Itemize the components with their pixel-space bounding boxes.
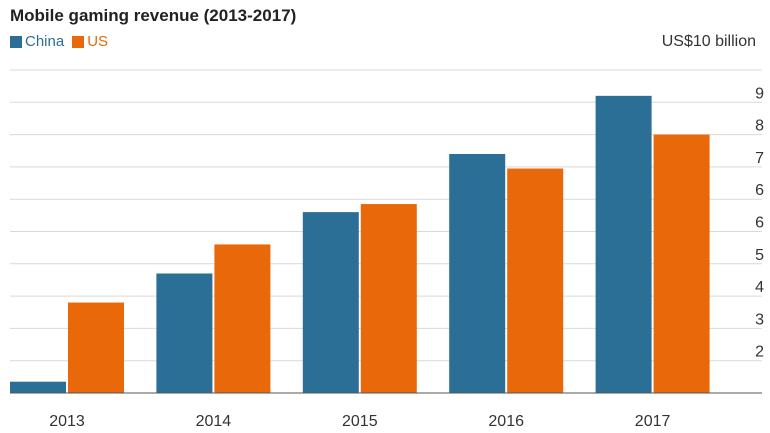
y-tick-label: 3	[755, 311, 764, 328]
legend-swatch-china	[10, 35, 22, 48]
y-tick-label: 6	[755, 182, 764, 199]
y-tick-label: 2	[755, 344, 764, 361]
bar-china-2016	[449, 153, 506, 393]
legend-item-us: US	[72, 33, 108, 50]
bars	[10, 95, 710, 393]
bar-china-2014	[156, 273, 213, 393]
x-tick-label: 2015	[342, 413, 378, 430]
bar-us-2015	[360, 204, 417, 393]
y-axis-ticks: 2 3 4 5 6 6 7 8 9	[755, 85, 764, 360]
y-tick-label: 9	[755, 85, 764, 102]
legend-label-china: China	[25, 33, 65, 50]
x-tick-label: 2014	[196, 413, 232, 430]
x-tick-label: 2013	[49, 413, 85, 430]
bar-china-2017	[595, 95, 652, 393]
chart-title: Mobile gaming revenue (2013-2017)	[10, 6, 297, 25]
x-tick-label: 2017	[635, 413, 671, 430]
bar-us-2014	[214, 244, 271, 393]
bar-us-2016	[507, 168, 564, 393]
unit-label: US$10 billion	[661, 33, 756, 50]
legend-label-us: US	[87, 33, 109, 50]
y-tick-label: 5	[755, 247, 764, 264]
bar-us-2013	[68, 302, 124, 393]
y-tick-label: 7	[755, 150, 764, 167]
y-tick-label: 8	[755, 118, 764, 135]
legend-swatch-us	[72, 35, 85, 48]
x-tick-label: 2016	[488, 413, 524, 430]
legend-item-china: China	[10, 33, 64, 50]
bar-china-2013	[10, 381, 66, 393]
bar-us-2017	[653, 134, 710, 393]
legend: China US	[10, 33, 116, 50]
y-tick-label: 4	[755, 279, 764, 296]
bar-china-2015	[302, 212, 359, 393]
x-axis-ticks: 2013 2014 2015 2016 2017	[49, 413, 670, 430]
y-tick-label: 6	[755, 215, 764, 232]
